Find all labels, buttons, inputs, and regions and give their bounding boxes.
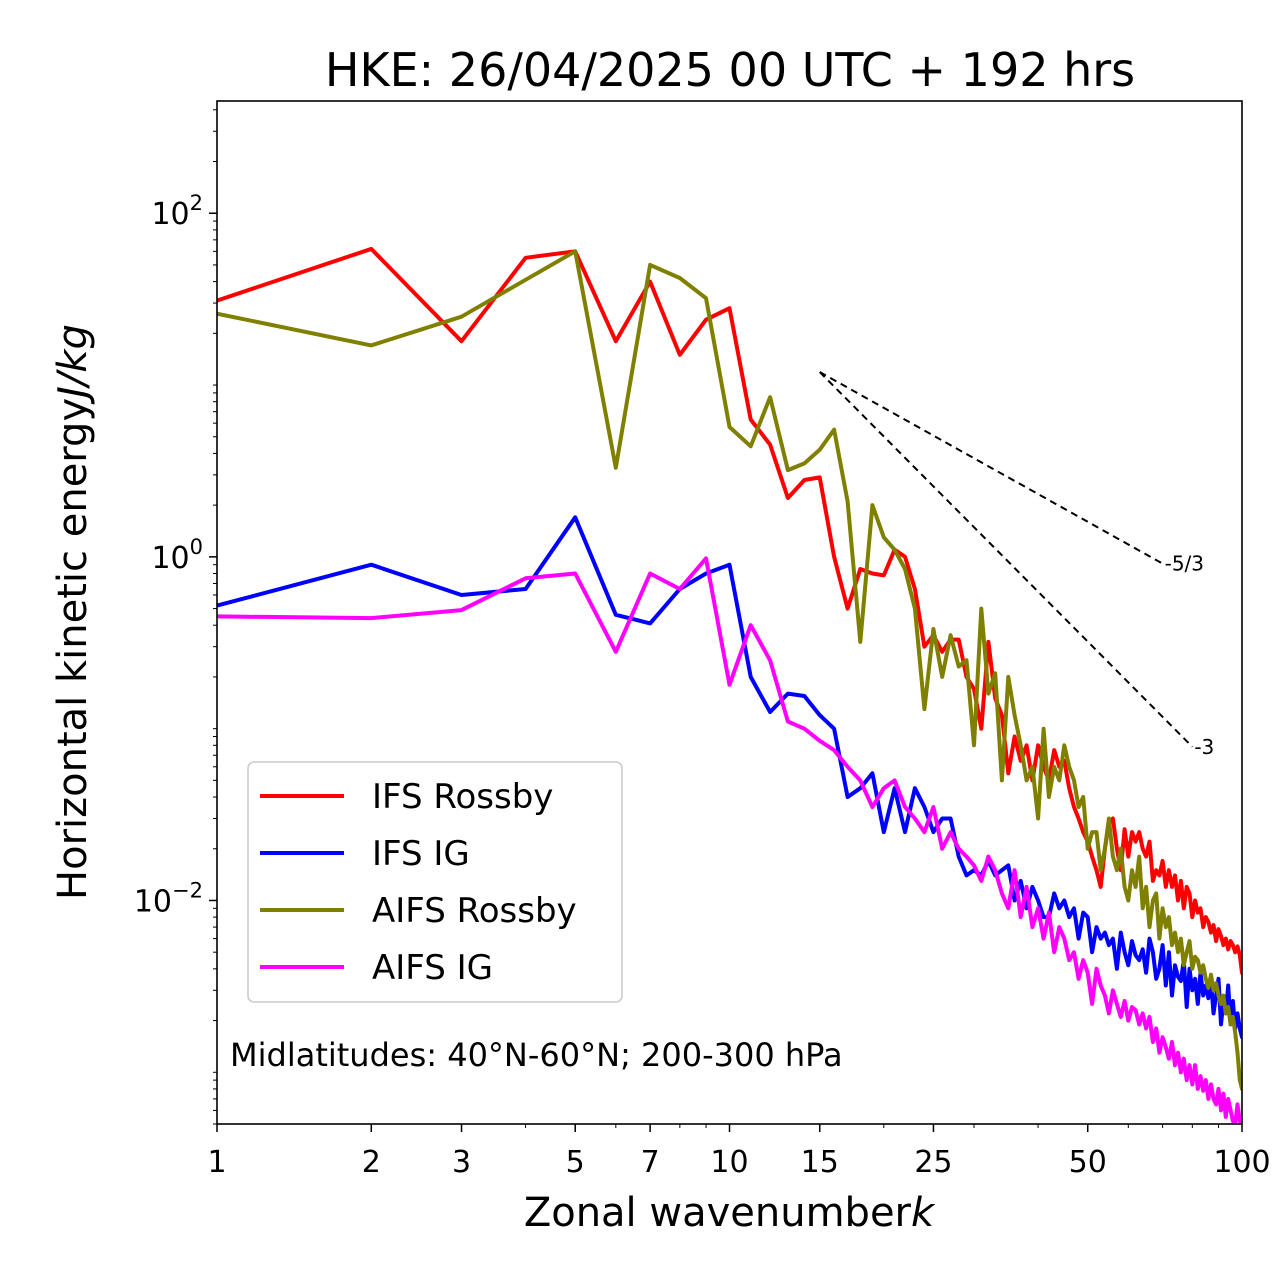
x-tick-label: 7 bbox=[641, 1145, 660, 1180]
series-line-ifs-ig bbox=[217, 515, 1242, 1040]
x-tick-label: 100 bbox=[1213, 1145, 1270, 1180]
x-axis-label-var: k bbox=[911, 1190, 936, 1236]
reference-slope-line bbox=[819, 371, 1164, 565]
y-tick-exponent: 0 bbox=[190, 535, 203, 559]
y-tick-exponent: −2 bbox=[172, 878, 203, 902]
y-tick-base: 10 bbox=[134, 884, 172, 919]
y-tick-label: 100 bbox=[151, 535, 203, 576]
y-tick-label: 102 bbox=[151, 191, 203, 232]
legend-box bbox=[247, 761, 623, 1003]
x-tick-label: 25 bbox=[914, 1145, 952, 1180]
x-tick-label: 3 bbox=[452, 1145, 471, 1180]
x-tick-labels: 1 2 3 5 7 10 15 25 50 100 bbox=[207, 1145, 1270, 1180]
series-lines bbox=[217, 246, 1242, 1124]
series-line-aifs-ig bbox=[217, 556, 1242, 1124]
chart-title: HKE: 26/04/2025 00 UTC + 192 hrs bbox=[325, 43, 1135, 97]
x-tick-label: 2 bbox=[362, 1145, 381, 1180]
legend: IFS Rossby IFS IG AIFS Rossby AIFS IG bbox=[247, 761, 623, 1003]
x-tick-label: 5 bbox=[566, 1145, 585, 1180]
x-tick-label: 15 bbox=[801, 1145, 839, 1180]
legend-label: AIFS IG bbox=[372, 948, 493, 988]
y-axis-label: Horizontal kinetic energyJ/kg bbox=[50, 324, 96, 900]
reference-slope-line bbox=[819, 371, 1194, 748]
legend-label: IFS Rossby bbox=[372, 777, 553, 817]
legend-label: IFS IG bbox=[372, 834, 470, 874]
x-axis-label: Zonal wavenumberk bbox=[524, 1190, 936, 1236]
y-axis-label-unit: J/kg bbox=[50, 324, 96, 405]
plot-frame bbox=[216, 100, 1243, 1125]
x-axis-label-text: Zonal wavenumber bbox=[524, 1190, 912, 1236]
x-tick-label: 50 bbox=[1069, 1145, 1107, 1180]
series-line-aifs-rossby bbox=[217, 249, 1242, 1091]
reference-slope-label: -3 bbox=[1194, 735, 1214, 759]
x-tick-label: 10 bbox=[710, 1145, 748, 1180]
reference-slope-label: -5/3 bbox=[1165, 552, 1204, 576]
y-tick-exponent: 2 bbox=[190, 191, 203, 215]
y-tick-base: 10 bbox=[151, 197, 189, 232]
x-tick-label: 1 bbox=[207, 1145, 226, 1180]
y-axis-label-text: Horizontal kinetic energy bbox=[50, 398, 96, 900]
legend-label: AIFS Rossby bbox=[372, 891, 577, 931]
y-tick-base: 10 bbox=[151, 541, 189, 576]
reference-slopes: -5/3 -3 bbox=[819, 371, 1214, 759]
y-tick-label: 10−2 bbox=[134, 878, 203, 919]
region-annotation: Midlatitudes: 40°N-60°N; 200-300 hPa bbox=[230, 1036, 843, 1074]
